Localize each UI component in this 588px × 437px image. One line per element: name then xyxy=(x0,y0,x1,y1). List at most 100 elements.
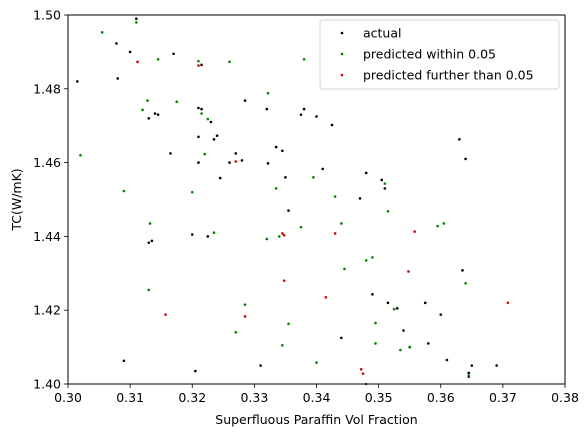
data-point-predicted-within xyxy=(141,108,144,112)
legend-label-predicted-within: predicted within 0.05 xyxy=(363,47,496,62)
data-point-predicted-further xyxy=(282,279,286,282)
data-point-actual xyxy=(212,138,216,141)
y-tick-label: 1.50 xyxy=(33,8,61,23)
data-point-predicted-within xyxy=(175,100,179,104)
x-tick-label: 0.30 xyxy=(54,390,82,405)
data-point-actual xyxy=(330,123,334,127)
data-point-predicted-within xyxy=(464,281,467,285)
data-point-actual xyxy=(445,358,449,362)
data-point-actual xyxy=(299,113,303,116)
data-point-predicted-within xyxy=(442,222,446,225)
data-point-predicted-further xyxy=(324,295,328,299)
data-point-actual xyxy=(340,336,343,340)
data-point-predicted-within xyxy=(315,361,318,364)
data-point-actual xyxy=(215,134,219,137)
data-point-actual xyxy=(427,342,430,345)
data-point-actual xyxy=(128,50,132,54)
data-point-actual xyxy=(321,167,325,171)
y-tick-label: 1.40 xyxy=(33,377,61,392)
data-point-actual xyxy=(234,152,238,155)
data-point-predicted-within xyxy=(197,59,200,63)
data-point-predicted-within xyxy=(281,343,284,347)
data-point-actual xyxy=(228,161,231,164)
data-point-actual xyxy=(156,113,160,116)
x-tick-label: 0.38 xyxy=(551,390,579,405)
data-point-predicted-within xyxy=(392,307,396,311)
data-point-predicted-within xyxy=(190,190,194,194)
data-point-actual xyxy=(287,209,290,212)
data-point-actual xyxy=(147,241,151,244)
data-point-predicted-further xyxy=(136,60,139,64)
data-point-actual xyxy=(383,187,387,190)
x-tick-label: 0.33 xyxy=(240,390,268,405)
data-point-predicted-within xyxy=(340,222,343,225)
data-point-actual xyxy=(461,269,464,272)
data-point-actual xyxy=(439,313,443,316)
y-tick-label: 1.42 xyxy=(33,303,61,318)
data-point-actual xyxy=(209,120,213,124)
data-point-actual xyxy=(364,171,368,175)
data-point-actual xyxy=(380,178,384,182)
data-point-actual xyxy=(218,176,222,180)
data-point-predicted-within xyxy=(277,235,281,238)
data-point-actual xyxy=(147,117,151,120)
data-point-predicted-within xyxy=(79,153,82,157)
data-point-actual xyxy=(386,301,390,305)
data-point-predicted-further xyxy=(234,160,238,163)
data-point-predicted-further xyxy=(506,301,510,305)
data-point-predicted-within xyxy=(156,57,160,61)
data-point-predicted-within xyxy=(203,152,206,156)
legend-marker-actual xyxy=(340,31,344,35)
data-point-actual xyxy=(302,107,306,111)
data-point-actual xyxy=(172,52,175,56)
data-point-actual xyxy=(274,145,278,149)
data-point-predicted-within xyxy=(374,342,377,345)
data-point-predicted-within xyxy=(436,224,439,228)
data-point-predicted-within xyxy=(148,222,152,225)
data-point-actual xyxy=(281,149,284,153)
legend-label-predicted-further: predicted further than 0.05 xyxy=(363,68,534,83)
data-point-predicted-within xyxy=(100,31,104,34)
data-point-predicted-further xyxy=(413,230,416,233)
data-point-actual xyxy=(423,301,427,305)
data-point-actual xyxy=(284,176,287,179)
data-point-actual xyxy=(358,197,362,200)
data-point-actual xyxy=(115,42,118,45)
data-point-predicted-within xyxy=(302,57,306,61)
legend-marker-predicted-within xyxy=(340,52,344,56)
data-point-actual xyxy=(190,233,194,236)
data-point-actual xyxy=(243,99,247,102)
x-tick-label: 0.31 xyxy=(116,390,144,405)
data-point-predicted-within xyxy=(122,189,126,193)
legend-marker-predicted-further xyxy=(340,73,344,77)
data-point-actual xyxy=(395,307,399,310)
data-point-predicted-within xyxy=(383,182,387,185)
data-point-actual xyxy=(259,364,262,367)
data-point-actual xyxy=(266,162,270,165)
data-point-actual xyxy=(464,157,467,161)
data-point-actual xyxy=(200,107,203,111)
data-point-actual xyxy=(197,161,200,164)
x-axis-label: Superfluous Paraffin Vol Fraction xyxy=(215,412,417,427)
data-point-predicted-further xyxy=(243,315,247,318)
data-point-actual xyxy=(200,63,203,67)
data-point-actual xyxy=(402,329,405,332)
points-layer xyxy=(76,17,510,386)
data-point-actual xyxy=(371,293,374,296)
data-point-predicted-within xyxy=(266,91,270,95)
data-point-predicted-within xyxy=(299,225,303,229)
x-tick-label: 0.34 xyxy=(303,390,331,405)
data-point-predicted-further xyxy=(359,367,363,371)
x-tick-label: 0.32 xyxy=(178,390,206,405)
data-point-predicted-within xyxy=(274,187,278,190)
data-point-actual xyxy=(197,135,200,139)
y-tick-label: 1.48 xyxy=(33,81,61,96)
data-point-actual xyxy=(194,369,197,373)
data-point-actual xyxy=(495,364,498,367)
data-point-predicted-within xyxy=(146,99,149,102)
plot-frame xyxy=(67,14,566,385)
legend-box xyxy=(319,19,560,90)
data-point-actual xyxy=(197,106,200,110)
data-point-predicted-further xyxy=(281,232,284,235)
data-point-predicted-within xyxy=(364,259,368,262)
